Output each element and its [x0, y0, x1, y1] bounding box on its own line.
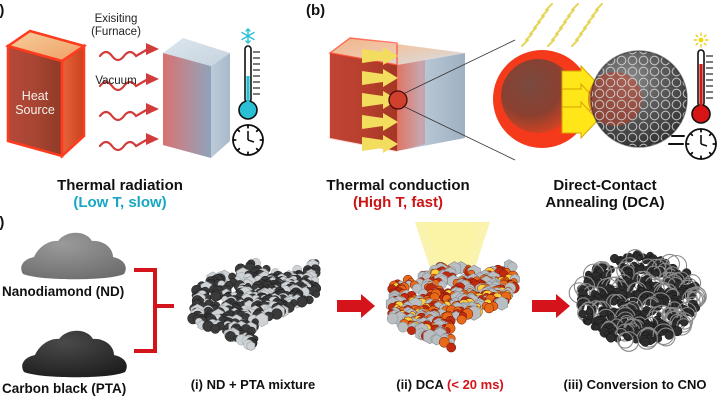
svg-text:(iii) Conversion to CNO: (iii) Conversion to CNO — [564, 377, 707, 392]
svg-text:Carbon black (PTA): Carbon black (PTA) — [2, 381, 126, 396]
svg-text:(b): (b) — [306, 2, 325, 19]
svg-text:(i) ND + PTA mixture: (i) ND + PTA mixture — [191, 377, 316, 392]
svg-text:(Furnace): (Furnace) — [91, 26, 141, 38]
svg-text:Source: Source — [15, 103, 55, 117]
svg-text:Heat: Heat — [22, 89, 49, 103]
svg-text:Thermal radiation: Thermal radiation — [57, 177, 183, 194]
svg-text:Exisiting: Exisiting — [95, 13, 138, 25]
svg-text:Thermal conduction: Thermal conduction — [326, 177, 469, 194]
svg-text:(High T, fast): (High T, fast) — [353, 194, 443, 211]
svg-text:Direct-Contact: Direct-Contact — [553, 177, 656, 194]
svg-text:(Low T, slow): (Low T, slow) — [73, 194, 166, 211]
svg-text:a): a) — [0, 2, 4, 19]
svg-text:c): c) — [0, 214, 4, 231]
svg-text:Vacuum: Vacuum — [95, 75, 136, 87]
svg-text:(ii) DCA (< 20 ms): (ii) DCA (< 20 ms) — [396, 377, 504, 392]
svg-text:Nanodiamond (ND): Nanodiamond (ND) — [2, 284, 124, 299]
svg-text:Annealing (DCA): Annealing (DCA) — [545, 194, 664, 211]
